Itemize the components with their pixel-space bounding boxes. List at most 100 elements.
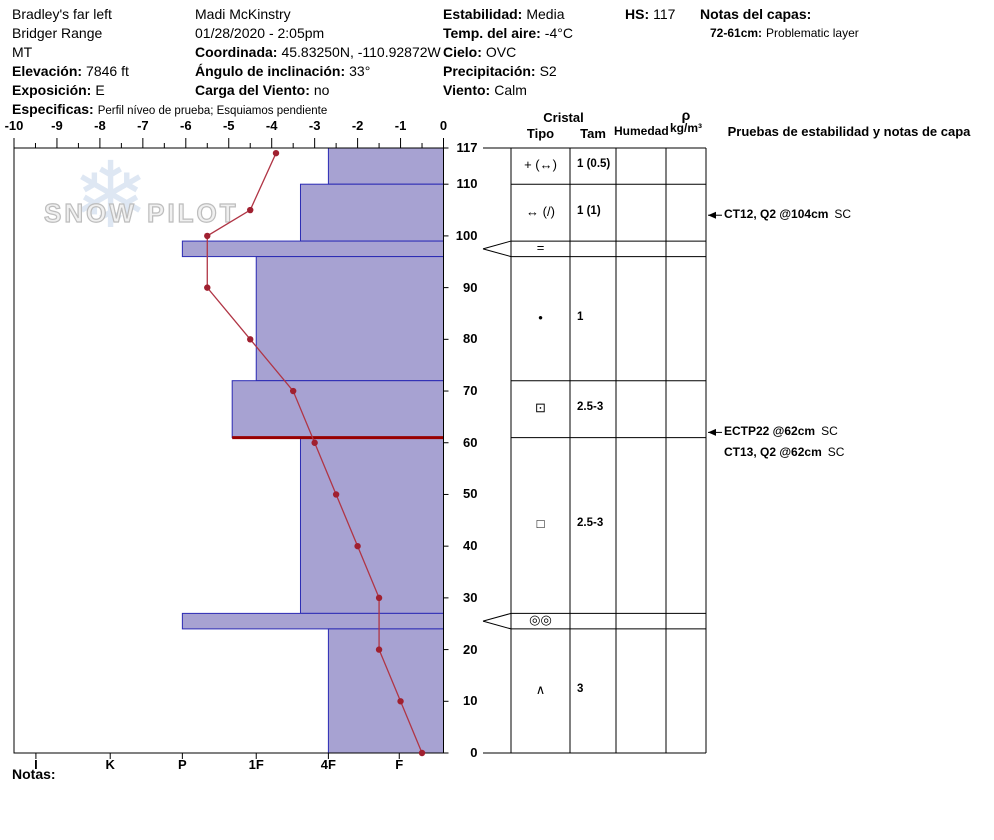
sky-field: Cielo: OVC xyxy=(443,44,516,60)
hs-field: HS: 117 xyxy=(625,6,675,22)
grain-type-symbol: ∧ xyxy=(535,681,546,697)
coordinates-value: 45.83250N, -110.92872W xyxy=(281,44,441,60)
watermark-text: SNOW PILOT xyxy=(43,197,239,228)
hardness-label: I xyxy=(34,757,38,772)
temperature-point xyxy=(247,206,254,214)
grain-type-symbol: ⊡ xyxy=(535,400,546,416)
stability-value: Media xyxy=(526,6,565,22)
stability-test-note: CT13, Q2 @62cm SC xyxy=(724,445,844,459)
temperature-point xyxy=(375,594,383,602)
stability-test-result: CT13, Q2 @62cm xyxy=(724,445,822,460)
notes-label: Notas: xyxy=(12,766,56,782)
expander-line xyxy=(482,612,512,622)
depth-tick-label: 90 xyxy=(463,279,478,295)
layer-note-entry: 72-61cm: Problematic layer xyxy=(710,26,859,40)
depth-tick-label: 50 xyxy=(463,486,478,502)
table-header-tam: Tam xyxy=(580,126,606,141)
stability-test-note: CT12, Q2 @104cm SC xyxy=(724,207,851,221)
slope-angle-label: Ángulo de inclinación: xyxy=(195,63,346,79)
depth-tick-label: 80 xyxy=(463,331,478,347)
layer-bar xyxy=(299,437,444,614)
layer-notes-label: Notas del capas: xyxy=(700,6,812,22)
snowflake-icon: ❄ xyxy=(72,145,150,247)
precipitation-field: Precipitación: S2 xyxy=(443,63,557,79)
elevation-label: Elevación: xyxy=(12,63,83,79)
grain-type-symbol: ◎◎ xyxy=(529,612,552,628)
temperature-point xyxy=(418,749,426,757)
temperature-point xyxy=(397,698,404,705)
stability-test-score: SC xyxy=(821,424,838,439)
elevation-value: 7846 ft xyxy=(86,63,129,79)
depth-tick-label: 70 xyxy=(463,383,478,399)
layer-note-text: Problematic layer xyxy=(766,26,859,40)
slope-angle-value: 33° xyxy=(349,63,371,79)
temp-tick-label: -9 xyxy=(51,118,63,133)
hardness-label: F xyxy=(395,757,404,772)
temp-tick-label: -4 xyxy=(265,118,278,133)
wind-loading-label: Carga del Viento: xyxy=(195,82,310,98)
grain-size: 1 xyxy=(577,310,584,323)
sky-value: OVC xyxy=(485,44,517,60)
table-header-tipo: Tipo xyxy=(526,126,555,141)
wind-loading-field: Carga del Viento: no xyxy=(195,82,329,98)
hs-value: 117 xyxy=(653,6,676,22)
hardness-label: 1F xyxy=(248,757,264,772)
coordinates-label: Coordinada: xyxy=(195,44,278,60)
stability-field: Estabilidad: Media xyxy=(443,6,565,22)
table-header-rho-unit: kg/m³ xyxy=(669,121,702,135)
depth-tick-label: 30 xyxy=(463,589,478,605)
state: MT xyxy=(12,44,33,60)
hardness-label: K xyxy=(105,757,115,772)
grain-type-symbol: □ xyxy=(536,516,545,532)
specifics-value: Perfil níveo de prueba; Esquiamos pendie… xyxy=(97,105,328,117)
wind-label: Viento: xyxy=(443,82,491,98)
temperature-point xyxy=(204,284,211,291)
air-temp-value: -4°C xyxy=(544,25,573,41)
grain-size: 1 (0.5) xyxy=(577,158,611,171)
wind-value: Calm xyxy=(494,82,527,98)
hardness-label: 4F xyxy=(320,757,336,772)
stability-test-score: SC xyxy=(827,445,845,460)
expander-line xyxy=(482,240,512,250)
grain-type-symbol: + (↔) xyxy=(524,157,557,173)
depth-tick-label: 60 xyxy=(463,434,478,450)
layer-bar xyxy=(181,240,444,258)
test-arrow-head xyxy=(708,428,716,436)
grain-type-symbol: • xyxy=(538,309,543,325)
air-temp-field: Temp. del aire: -4°C xyxy=(443,25,573,41)
hardness-label: P xyxy=(178,757,187,772)
temperature-point xyxy=(272,149,280,157)
precipitation-value: S2 xyxy=(539,63,557,79)
grain-type-symbol: ↔ (/) xyxy=(526,203,555,219)
layer-bar xyxy=(231,380,444,439)
date-time: 01/28/2020 - 2:05pm xyxy=(195,25,325,41)
sky-label: Cielo: xyxy=(443,44,482,60)
depth-tick-label: 20 xyxy=(463,641,478,657)
depth-tick-label: 40 xyxy=(463,538,478,554)
stability-test-result: CT12, Q2 @104cm xyxy=(724,207,829,222)
grain-size: 2.5-3 xyxy=(577,517,604,530)
temp-tick-label: -8 xyxy=(94,118,106,133)
depth-tick-label: 0 xyxy=(470,745,478,760)
depth-tick-label: 10 xyxy=(463,693,478,709)
slope-angle-field: Ángulo de inclinación: 33° xyxy=(195,63,370,79)
temperature-point xyxy=(332,491,340,498)
table-header-cristal: Cristal xyxy=(543,110,584,125)
specifics-field: Especificas: Perfil níveo de prueba; Esqu… xyxy=(12,101,327,117)
coordinates-field: Coordinada: 45.83250N, -110.92872W xyxy=(195,44,441,60)
aspect-value: E xyxy=(95,82,105,98)
layer-bar xyxy=(327,628,445,754)
precipitation-label: Precipitación: xyxy=(443,63,536,79)
depth-tick-label: 117 xyxy=(456,140,478,155)
temperature-point xyxy=(247,336,254,343)
test-arrow-head xyxy=(708,211,716,219)
stability-test-note: ECTP22 @62cm SC xyxy=(724,424,838,438)
layer-bar xyxy=(299,183,444,242)
layer-bar xyxy=(255,256,444,382)
wind-field: Viento: Calm xyxy=(443,82,527,98)
table-header-tests: Pruebas de estabilidad y notas de capa xyxy=(727,124,971,139)
temperature-point xyxy=(289,387,297,395)
mountain-range: Bridger Range xyxy=(12,25,103,41)
